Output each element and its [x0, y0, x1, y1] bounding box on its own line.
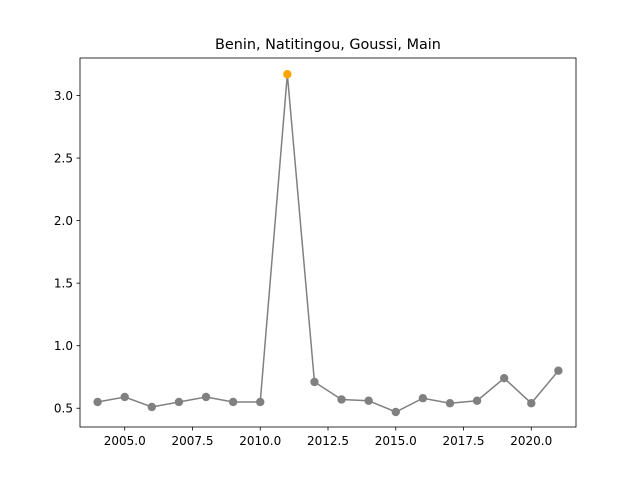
y-tick-label: 3.0	[54, 89, 73, 103]
y-tick-label: 1.5	[54, 276, 73, 290]
data-point	[337, 395, 346, 404]
y-tick-label: 2.5	[54, 151, 73, 165]
x-tick-label: 2012.5	[307, 434, 349, 448]
data-point	[228, 397, 238, 407]
data-point	[147, 402, 157, 412]
highlight-point	[283, 70, 292, 79]
data-point	[499, 374, 509, 383]
data-point	[527, 399, 536, 408]
x-tick-label: 2017.5	[443, 434, 485, 448]
y-axis-ticks: 0.5 1.0 1.5 2.0 2.5 3.0	[54, 89, 80, 416]
x-tick-label: 2020.0	[510, 434, 552, 448]
data-point	[174, 397, 184, 407]
x-tick-label: 2010.0	[239, 434, 281, 448]
x-axis-ticks: 2005.0 2007.5 2010.0 2012.5 2015.0 2017.5 2020…	[104, 427, 552, 448]
data-point	[201, 392, 211, 402]
data-point	[310, 377, 319, 387]
data-point	[445, 399, 455, 408]
y-tick-label: 2.0	[54, 214, 73, 228]
data-point	[391, 407, 400, 417]
data-point	[472, 396, 482, 405]
data-point	[554, 366, 563, 375]
plot-area	[93, 70, 563, 417]
axes-frame	[79, 57, 577, 428]
y-tick-label: 1.0	[54, 339, 73, 353]
y-tick-label: 0.5	[54, 402, 73, 416]
data-point	[364, 396, 373, 405]
series-line	[97, 74, 559, 413]
data-point	[418, 394, 428, 403]
x-tick-label: 2005.0	[104, 434, 146, 448]
chart-title: Benin, Natitingou, Goussi, Main	[215, 37, 441, 53]
data-point	[93, 397, 102, 407]
x-tick-label: 2015.0	[375, 434, 417, 448]
data-point	[256, 397, 265, 407]
data-point	[120, 392, 129, 402]
x-tick-label: 2007.5	[171, 434, 213, 448]
